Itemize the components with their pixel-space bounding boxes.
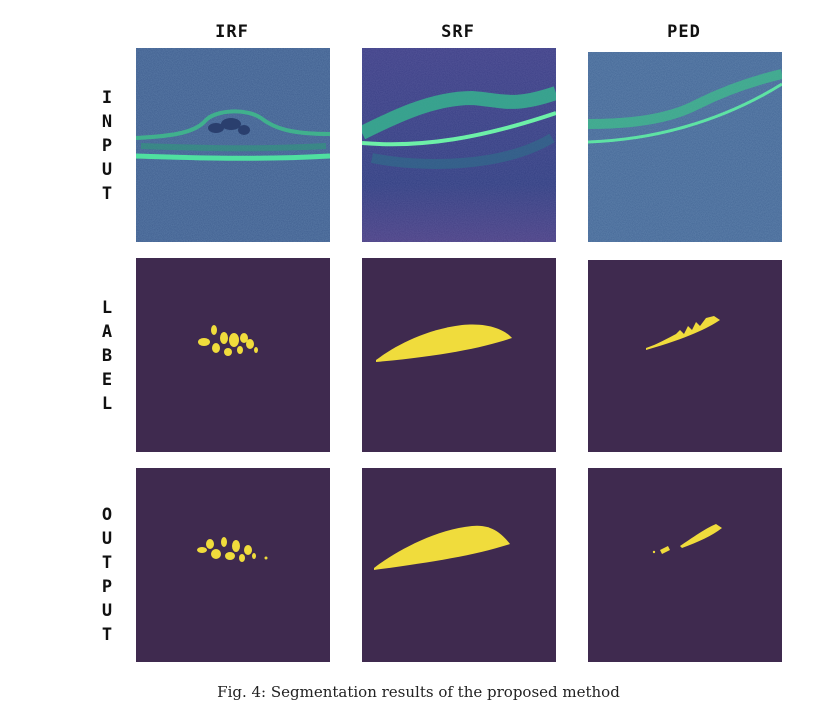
mask-label-irf [136, 258, 330, 452]
row-label-letter: O [101, 505, 113, 525]
row-label-letter: T [101, 553, 113, 573]
mask-output-irf [136, 468, 330, 662]
row-label-letter: P [101, 136, 113, 156]
column-header-irf: IRF [215, 22, 249, 42]
mask-output-ped [588, 468, 782, 662]
row-label-letter: L [101, 298, 113, 318]
row-label-letter: I [101, 88, 113, 108]
row-label-letter: B [101, 346, 113, 366]
row-label-letter: T [101, 625, 113, 645]
figure-caption: Fig. 4: Segmentation results of the prop… [217, 683, 620, 701]
panel-output-ped [588, 468, 782, 662]
panel-label-ped [588, 260, 782, 452]
row-label-letter: E [101, 370, 113, 390]
panel-label-srf [362, 258, 556, 452]
panel-output-irf [136, 468, 330, 662]
panel-input-irf [136, 48, 330, 242]
row-label-letter: T [101, 184, 113, 204]
oct-scan-ped [588, 52, 782, 242]
row-label-letter: U [101, 601, 113, 621]
oct-scan-irf [136, 48, 330, 242]
mask-output-srf [362, 468, 556, 662]
oct-scan-srf [362, 48, 556, 242]
panel-input-ped [588, 52, 782, 242]
row-label-letter: L [101, 394, 113, 414]
mask-label-ped [588, 260, 782, 452]
row-label-letter: N [101, 112, 113, 132]
panel-label-irf [136, 258, 330, 452]
row-label-letter: U [101, 160, 113, 180]
panel-output-srf [362, 468, 556, 662]
row-label-letter: U [101, 529, 113, 549]
panel-input-srf [362, 48, 556, 242]
column-header-ped: PED [667, 22, 701, 42]
column-header-srf: SRF [441, 22, 475, 42]
mask-label-srf [362, 258, 556, 452]
row-label-letter: A [101, 322, 113, 342]
row-label-letter: P [101, 577, 113, 597]
